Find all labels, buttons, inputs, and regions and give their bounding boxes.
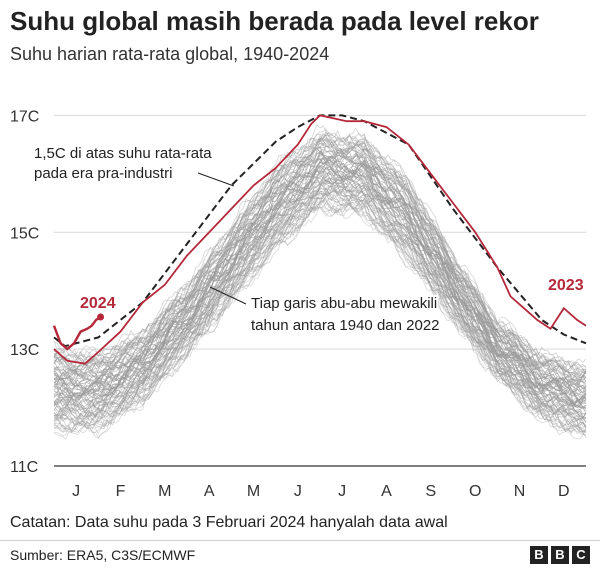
history-year-line: [53, 152, 587, 395]
baseline-annotation-line1: 1,5C di atas suhu rata-rata: [34, 145, 212, 162]
footer-divider: [0, 540, 600, 541]
bbc-logo-letter: C: [572, 546, 590, 564]
x-tick-label: J: [294, 483, 302, 500]
label-2024: 2024: [80, 295, 116, 312]
history-year-line: [53, 195, 587, 433]
history-year-line: [53, 165, 587, 407]
history-year-line: [53, 137, 587, 377]
x-tick-label: O: [469, 483, 481, 500]
y-tick-label: 17C: [10, 108, 39, 125]
baseline-annotation-line2: pada era pra-industri: [34, 165, 172, 182]
bbc-logo-letter: B: [551, 546, 569, 564]
history-year-line: [53, 139, 587, 379]
history-annotation-leader: [209, 286, 247, 305]
history-annotation-line2: tahun antara 1940 dan 2022: [251, 317, 440, 334]
x-tick-label: N: [514, 483, 526, 500]
y-tick-label: 13C: [10, 342, 39, 359]
history-year-line: [53, 150, 587, 396]
history-year-line: [53, 197, 587, 435]
history-year-line: [53, 130, 587, 374]
x-tick-label: M: [158, 483, 171, 500]
x-tick-label: A: [381, 483, 392, 500]
history-year-line: [53, 130, 587, 377]
history-year-line: [53, 133, 587, 376]
series-2024-endpoint: [97, 313, 105, 321]
x-tick-label: J: [338, 483, 346, 500]
x-tick-label: F: [116, 483, 126, 500]
history-year-line: [53, 133, 587, 378]
chart-subtitle: Suhu harian rata-rata global, 1940-2024: [10, 44, 330, 64]
history-year-line: [53, 128, 587, 371]
label-2023: 2023: [548, 277, 584, 294]
history-year-line: [53, 133, 587, 375]
x-tick-label: A: [204, 483, 215, 500]
history-year-line: [53, 187, 587, 428]
history-year-line: [53, 137, 587, 375]
history-year-line: [53, 187, 587, 433]
baseline-annotation-leader: [197, 172, 235, 187]
history-year-line: [53, 134, 587, 374]
history-year-line: [53, 201, 587, 439]
history-year-line: [53, 155, 587, 402]
y-tick-label: 11C: [10, 459, 38, 476]
x-tick-label: D: [558, 483, 570, 500]
history-year-line: [53, 134, 587, 379]
bbc-logo-letter: B: [530, 546, 548, 564]
history-annotation-line1: Tiap garis abu-abu mewakili: [251, 295, 437, 312]
x-tick-label: M: [247, 483, 260, 500]
series-2024-line: [52, 315, 102, 351]
history-year-line: [53, 203, 587, 435]
history-year-line: [53, 192, 587, 436]
data-note: Catatan: Data suhu pada 3 Februari 2024 …: [10, 514, 448, 531]
x-tick-label: S: [425, 483, 436, 500]
history-year-line: [53, 200, 587, 440]
series-2023-line: [53, 114, 587, 365]
y-tick-label: 15C: [10, 225, 39, 242]
history-year-line: [53, 202, 587, 440]
history-year-line: [53, 139, 587, 388]
history-year-line: [53, 176, 587, 420]
history-year-line: [53, 123, 587, 373]
chart-title: Suhu global masih berada pada level reko…: [10, 6, 539, 36]
x-tick-label: J: [72, 483, 80, 500]
source-text: Sumber: ERA5, C3S/ECMWF: [10, 547, 196, 563]
bbc-logo: B B C: [530, 546, 590, 564]
